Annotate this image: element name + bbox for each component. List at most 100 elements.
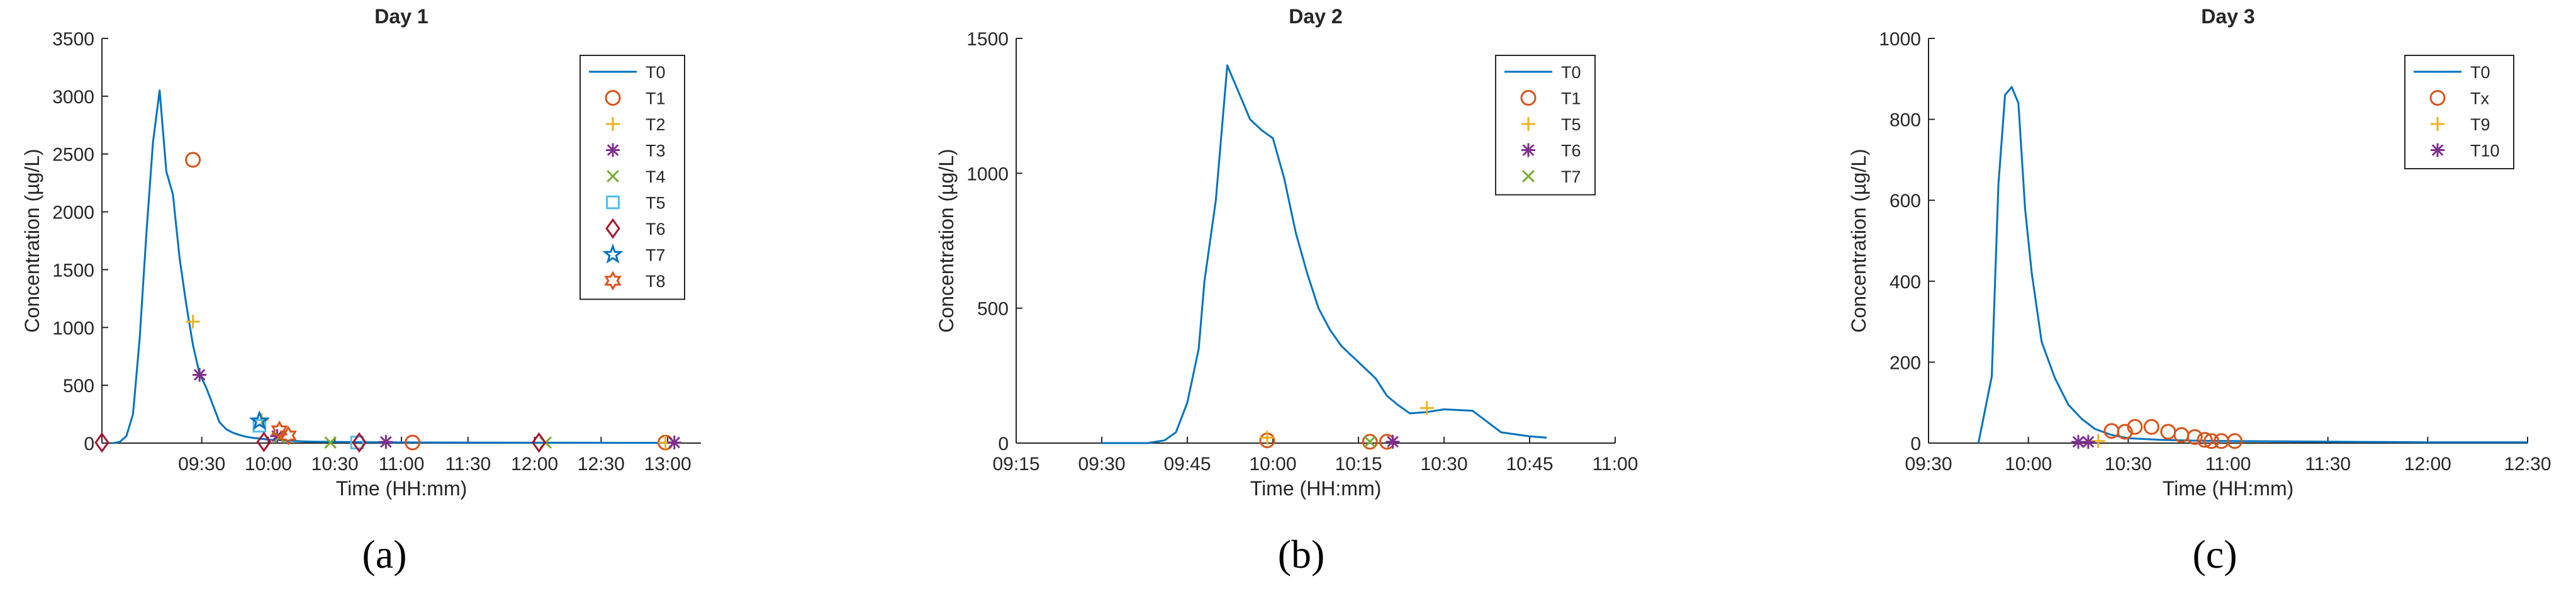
- x-tick-label: 10:30: [311, 454, 359, 475]
- x-tick-label: 11:00: [2205, 454, 2251, 475]
- y-axis-label: Concentration (µg/L): [21, 149, 43, 332]
- data-point-tx: [2127, 419, 2143, 435]
- legend-swatch-t6: [1521, 143, 1535, 157]
- panel-label: (b): [1278, 532, 1325, 577]
- legend-swatch-t1: [605, 90, 621, 106]
- series-t5: [1260, 401, 1434, 445]
- series-t0: [113, 89, 668, 444]
- x-axis-label: Time (HH:mm): [336, 477, 468, 500]
- x-tick-label: 12:30: [578, 454, 625, 475]
- x-tick-label: 12:30: [2504, 454, 2551, 475]
- data-point-t5: [1260, 431, 1274, 445]
- data-point-t1: [405, 434, 421, 451]
- legend-label-t3: T3: [646, 142, 666, 160]
- y-tick-label: 500: [63, 376, 94, 397]
- legend-swatch-t6: [605, 218, 620, 239]
- y-tick-label: 1000: [1879, 29, 1921, 50]
- data-point-t8: [279, 425, 297, 446]
- series-line-t0: [1977, 86, 2528, 444]
- x-tick-label: 09:30: [178, 454, 225, 475]
- y-tick-label: 0: [1910, 434, 1921, 454]
- y-tick-label: 800: [1890, 110, 1921, 131]
- y-axis-label: Concentration (µg/L): [1847, 149, 1870, 332]
- series-t5: [252, 419, 364, 449]
- data-point-t6: [1386, 434, 1400, 449]
- y-tick-label: 1500: [52, 260, 94, 281]
- series-t8: [271, 420, 297, 446]
- legend: T0 Tx T9 T10: [2404, 55, 2514, 169]
- y-tick-label: 3000: [52, 87, 94, 108]
- y-tick-label: 0: [84, 434, 94, 454]
- x-tick-label: 11:30: [2305, 454, 2351, 475]
- data-point-t3: [193, 368, 207, 382]
- data-point-t3: [667, 436, 681, 450]
- x-tick-label: 09:15: [992, 454, 1039, 475]
- legend-label-t4: T4: [646, 167, 666, 186]
- data-point-t6: [352, 432, 367, 453]
- legend-swatch-t3: [606, 143, 620, 157]
- legend-swatch-t2: [606, 117, 620, 131]
- y-tick-label: 600: [1890, 191, 1921, 211]
- series-t6: [1386, 434, 1400, 449]
- series-line-t0: [113, 89, 668, 444]
- data-point-t7: [1364, 435, 1376, 448]
- x-tick-label: 10:45: [1506, 454, 1553, 475]
- x-axis-label: Time (HH:mm): [1250, 477, 1382, 500]
- data-point-t3: [379, 435, 393, 449]
- data-point-t6: [94, 432, 109, 453]
- legend-label-t1: T1: [1561, 89, 1581, 108]
- series-t7: [1364, 435, 1376, 448]
- data-point-t1: [185, 152, 201, 168]
- data-point-tx: [2197, 432, 2213, 448]
- series-t6: [94, 431, 547, 453]
- legend-swatch-t4: [607, 170, 619, 183]
- data-point-tx: [2227, 433, 2243, 449]
- series-t10: [2071, 435, 2095, 449]
- x-tick-label: 10:00: [245, 454, 292, 475]
- legend-box: [1495, 55, 1596, 196]
- data-point-t4: [324, 436, 337, 449]
- legend-label-t7: T7: [1561, 167, 1581, 186]
- y-tick-label: 200: [1890, 352, 1921, 373]
- legend-box: [2404, 55, 2514, 169]
- chart-title: Day 3: [2201, 5, 2254, 28]
- legend-label-t1: T1: [646, 89, 666, 108]
- data-point-tx: [2160, 424, 2176, 440]
- x-tick-label: 10:00: [2005, 454, 2052, 475]
- series-line-t0: [1102, 64, 1547, 444]
- series-t2: [186, 315, 673, 450]
- legend-swatch-t9: [2431, 117, 2444, 131]
- data-point-t6: [256, 431, 272, 453]
- legend-label-t6: T6: [646, 220, 666, 239]
- legend-label-t0: T0: [2470, 63, 2490, 82]
- x-tick-label: 10:15: [1335, 454, 1382, 475]
- legend-label-t8: T8: [646, 272, 666, 291]
- data-point-tx: [2187, 429, 2203, 445]
- data-point-t8: [271, 420, 288, 441]
- x-tick-label: 11:30: [445, 454, 491, 475]
- chart-panel-2: 09:15 09:30 09:45 10:00 10:15 10:30 10:45 11:00…: [935, 5, 1638, 577]
- legend: T0 T1 T5 T6 T7: [1495, 55, 1596, 196]
- legend-swatch-t7: [1522, 170, 1535, 183]
- series-t4: [273, 431, 552, 449]
- legend-label-t7: T7: [646, 246, 666, 265]
- data-point-t6: [531, 432, 547, 453]
- legend-label-t5: T5: [1561, 115, 1581, 134]
- legend-swatch-t7: [602, 243, 624, 264]
- y-tick-label: 0: [998, 434, 1009, 454]
- y-tick-label: 400: [1890, 272, 1921, 293]
- data-point-t10: [2071, 435, 2085, 449]
- legend-label-t6: T6: [1561, 142, 1581, 160]
- data-point-t1: [1362, 434, 1378, 450]
- data-point-t5: [252, 419, 267, 433]
- legend-label-t5: T5: [646, 194, 666, 213]
- panel-label: (c): [2192, 532, 2237, 577]
- series-t0: [1977, 86, 2528, 444]
- panel-label: (a): [362, 532, 406, 577]
- series-tx: [2103, 419, 2243, 449]
- y-tick-label: 1500: [966, 29, 1009, 50]
- data-point-t2: [186, 315, 200, 329]
- x-tick-label: 13:00: [644, 454, 692, 475]
- series-t7: [249, 410, 270, 431]
